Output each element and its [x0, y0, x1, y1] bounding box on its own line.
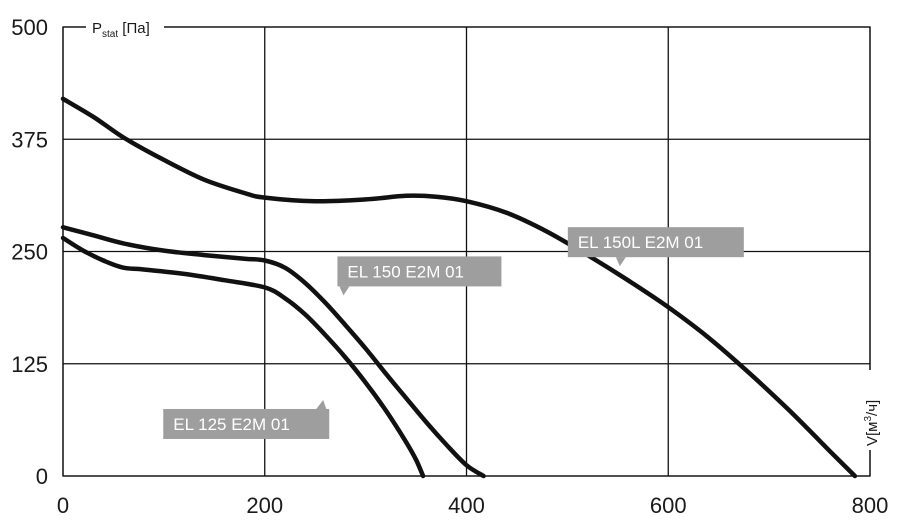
y-tick-label: 125: [11, 352, 48, 377]
x-tick-label: 0: [57, 493, 69, 518]
x-axis-title-main: V: [864, 436, 881, 446]
series-label-pointer: [339, 286, 350, 296]
x-axis-title-unit: [м: [864, 422, 881, 436]
series-labels: EL 150L E2M 01 EL 150 E2M 01 EL 125 E2M 01: [163, 227, 744, 439]
y-axis-title: Pstat [Па]: [92, 20, 150, 40]
series-line-0: [60, 96, 858, 479]
series-label-1: EL 150 E2M 01: [337, 256, 502, 296]
x-axis-title-sup: 3: [863, 416, 874, 422]
series-label-box: [163, 408, 330, 439]
series-label-pointer: [316, 399, 327, 409]
series-line-1: [60, 225, 486, 479]
series-label-text: EL 150L E2M 01: [578, 233, 703, 252]
y-tick-label: 250: [11, 240, 48, 265]
series-label-0: EL 150L E2M 01: [567, 227, 744, 267]
x-axis-title-tail: /ч]: [864, 400, 881, 416]
y-tick-label: 500: [11, 15, 48, 40]
series-label-text: EL 150 E2M 01: [347, 262, 464, 281]
y-tick-label: 0: [36, 464, 48, 489]
series-label-2: EL 125 E2M 01: [163, 399, 330, 439]
tick-labels: 0 200 400 600 800 0 125 250 375 500: [11, 15, 888, 518]
curves: [60, 96, 858, 479]
x-tick-label: 600: [650, 493, 687, 518]
series-label-box: [337, 256, 502, 287]
x-tick-label: 200: [246, 493, 283, 518]
x-axis-title: V[м3/ч]: [863, 400, 881, 446]
series-line-2: [60, 235, 426, 479]
y-axis-title-sub: stat: [102, 29, 118, 40]
plot-frame: [62, 26, 871, 477]
series-label-pointer: [615, 257, 626, 267]
y-axis-title-unit: [Па]: [118, 20, 150, 37]
y-tick-label: 375: [11, 127, 48, 152]
y-axis-title-bg: [86, 16, 164, 38]
series-label-box: [567, 227, 744, 258]
x-tick-label: 400: [448, 493, 485, 518]
x-axis-title-bg: [860, 370, 882, 450]
series-label-text: EL 125 E2M 01: [173, 415, 290, 434]
y-axis-title-main: P: [92, 20, 102, 37]
x-tick-label: 800: [852, 493, 889, 518]
